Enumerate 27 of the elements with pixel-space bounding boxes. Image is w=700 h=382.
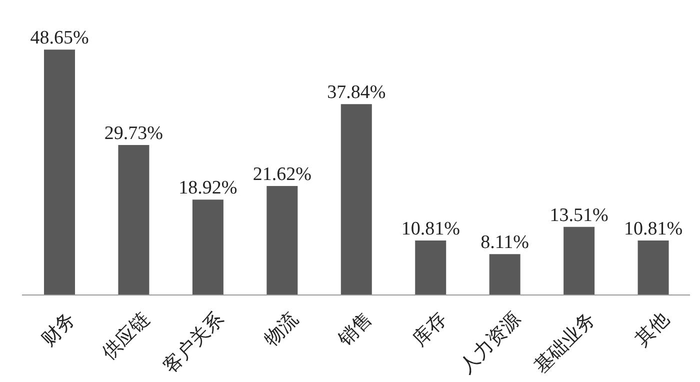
x-tick-label: 客户关系	[158, 308, 228, 378]
x-tick-label: 基础业务	[530, 308, 600, 378]
x-tick-label: 销售	[334, 308, 377, 352]
data-label: 10.81%	[624, 218, 683, 240]
x-tick-label: 其他	[632, 308, 674, 350]
x-tick-label: 供应链	[98, 308, 154, 364]
data-label: 8.11%	[480, 232, 530, 254]
bar	[44, 50, 75, 295]
data-label: 10.81%	[401, 218, 460, 240]
x-tick-label: 财务	[38, 308, 80, 350]
bar	[415, 240, 446, 295]
x-tick-label: 人力资源	[456, 308, 526, 378]
bar	[118, 145, 150, 295]
x-tick-label: 库存	[408, 308, 451, 350]
data-label: 21.62%	[252, 164, 312, 185]
data-label: 29.73%	[104, 123, 164, 144]
bar	[340, 104, 372, 295]
x-tick-label: 物流	[260, 308, 302, 350]
bar	[489, 254, 520, 295]
data-label: 48.65%	[30, 28, 89, 49]
data-label: 13.51%	[550, 204, 609, 226]
bar	[266, 186, 298, 295]
bar	[638, 240, 669, 295]
bar	[564, 226, 595, 295]
bar	[192, 200, 224, 295]
data-label: 18.92%	[178, 178, 238, 199]
data-label: 37.84%	[327, 82, 386, 104]
